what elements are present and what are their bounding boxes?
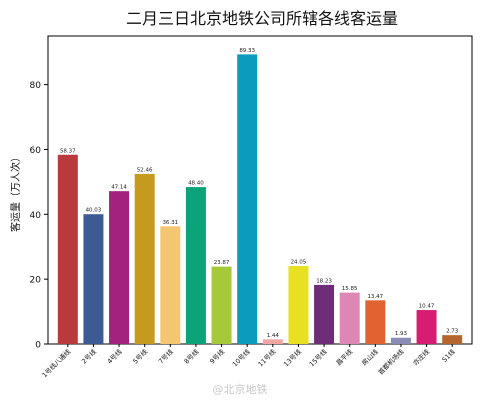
bar [390,337,411,344]
bar-value-label: 10.47 [419,304,435,310]
bars-group [57,54,463,344]
bar [262,339,283,344]
x-axis-ticks: 1号线八通线 2号线 4号线 5号线 7号线 8号线 9号线 10号线 11号线 13号线 15号线… [40,344,457,379]
bar [237,54,258,344]
x-tick-label: 4号线 [105,347,124,366]
x-tick-label: 10号线 [230,347,252,369]
bar [83,214,104,344]
x-tick-label: S1线 [440,347,457,364]
x-tick-label: 5号线 [131,347,150,366]
bar-value-label: 24.05 [291,260,307,266]
bar-value-label: 1.93 [395,331,408,337]
bar-value-label: 23.87 [214,260,230,266]
x-tick-label: 9号线 [207,347,226,366]
bar [416,310,437,344]
bar [185,187,206,344]
bar [314,284,335,344]
bar [442,335,463,344]
bar-value-label: 2.73 [446,329,459,335]
bar-value-label: 58.37 [60,148,76,154]
bar [57,154,78,344]
bar [288,266,309,344]
y-tick-label: 0 [35,341,41,351]
x-tick-label: 11号线 [256,347,278,369]
y-tick-label: 40 [30,211,42,221]
plot-frame [47,35,473,345]
y-tick-label: 20 [30,276,42,286]
bar-value-label: 47.14 [111,185,127,191]
x-tick-label: 8号线 [182,347,201,366]
y-axis-label: 客运量（万人次） [9,152,22,232]
x-tick-label: 昌平线 [334,347,355,368]
bar-value-label: 13.47 [367,294,383,300]
bar [134,173,155,344]
bar-value-label: 36.31 [162,220,178,226]
chart-title: 二月三日北京地铁公司所辖各线客运量 [126,9,398,28]
bar [365,300,386,344]
x-tick-label: 13号线 [281,347,303,369]
bar-value-label: 52.46 [137,167,153,173]
value-labels-group: 58.37 40.03 47.14 52.46 36.31 48.40 23.87 89.33… [60,48,459,339]
bar [211,266,232,344]
x-tick-label: 首都机场线 [376,347,406,377]
bar-value-label: 15.85 [342,286,358,292]
bar-value-label: 1.44 [267,333,280,339]
bar [339,292,360,344]
x-tick-label: 1号线八通线 [40,347,73,380]
y-tick-label: 60 [30,146,42,156]
bar-value-label: 48.40 [188,181,204,187]
x-tick-label: 7号线 [156,347,175,366]
x-tick-label: 亦庄线 [411,347,432,368]
bar [109,191,130,344]
watermark-text: @北京地铁 [213,382,268,396]
x-tick-label: 2号线 [79,347,98,366]
x-tick-label: 15号线 [307,347,329,369]
y-axis-ticks: 0 20 40 60 80 [30,81,48,351]
bar-value-label: 89.33 [239,48,255,54]
bar-value-label: 18.23 [316,278,332,284]
bar-value-label: 40.03 [86,208,102,214]
bar [160,226,181,344]
y-tick-label: 80 [30,81,42,91]
x-tick-label: 房山线 [360,347,381,368]
